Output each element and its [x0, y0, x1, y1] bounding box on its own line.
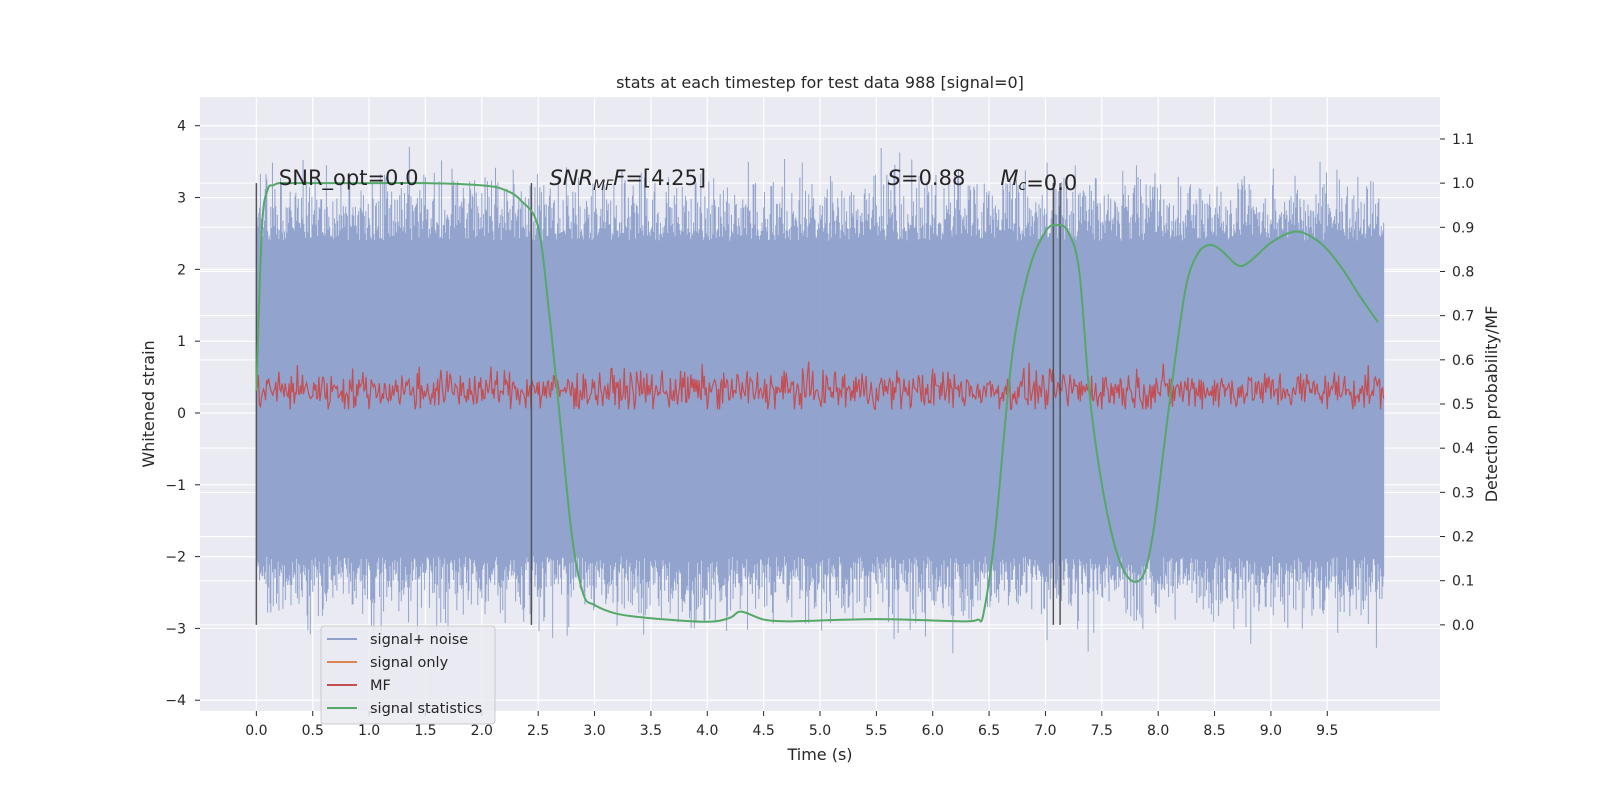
x-tick-label: 5.0: [809, 723, 831, 739]
x-tick-label: 7.5: [1091, 723, 1113, 739]
y-tick-label-right: 0.9: [1452, 220, 1474, 236]
x-tick-label: 9.5: [1316, 723, 1338, 739]
x-tick-label: 3.5: [640, 723, 662, 739]
x-tick-label: 8.0: [1147, 723, 1169, 739]
x-tick-label: 6.0: [922, 723, 944, 739]
x-tick-label: 8.5: [1203, 723, 1225, 739]
y-tick-label-right: 1.0: [1452, 176, 1474, 192]
mf-trace: [255, 361, 1385, 411]
y-tick-label-left: −4: [165, 693, 186, 709]
legend-label-signal-only: signal only: [370, 655, 449, 671]
x-tick-label: 2.5: [527, 723, 549, 739]
series-mf: [255, 361, 1385, 411]
y-tick-label-right: 0.2: [1452, 530, 1474, 546]
chart-title: stats at each timestep for test data 988…: [616, 73, 1024, 92]
y-tick-label-left: 3: [177, 191, 186, 207]
y-tick-label-right: 0.0: [1452, 618, 1474, 634]
x-tick-label: 1.0: [358, 723, 380, 739]
legend-label-mf: MF: [370, 678, 391, 694]
legend-label-signal-noise: signal+ noise: [370, 632, 468, 648]
vertical-lines: [255, 183, 1061, 625]
x-tick-label: 4.5: [753, 723, 775, 739]
x-tick-label: 7.0: [1034, 723, 1056, 739]
legend-box: [320, 625, 496, 725]
legend-label-signal-statistics: signal statistics: [370, 701, 482, 717]
annotation-0: SNR_opt=0.0: [279, 166, 419, 191]
x-tick-label: 9.0: [1260, 723, 1282, 739]
y-tick-label-left: 0: [177, 406, 186, 422]
y-tick-label-left: −2: [165, 550, 186, 566]
y-tick-label-right: 0.7: [1452, 309, 1474, 325]
y-tick-label-right: 0.1: [1452, 574, 1474, 590]
y-tick-label-left: 2: [177, 262, 186, 278]
y-tick-label-right: 0.3: [1452, 485, 1474, 501]
x-tick-label: 0.5: [302, 723, 324, 739]
y-tick-label-left: 4: [177, 119, 186, 135]
y-tick-label-left: −3: [165, 621, 186, 637]
x-tick-label: 3.0: [583, 723, 605, 739]
annotation-3: Mc=0.0: [1000, 166, 1077, 195]
annotation-1: SNRMFF=[4.25]: [549, 166, 706, 194]
annotations: SNR_opt=0.0 SNRMFF=[4.25] S=0.88 Mc=0.0: [279, 166, 1077, 195]
axes: 0.0 0.5 1.0 1.5 2.0 2.5 3.0 3.5 4.0 4.5 5.0 5.5 6.0 6…: [165, 119, 1474, 739]
y-tick-label-right: 0.8: [1452, 264, 1474, 280]
x-tick-label: 0.0: [245, 723, 267, 739]
y-tick-label-left: −1: [165, 478, 186, 494]
legend: signal+ noise signal only MF signal stat…: [320, 625, 496, 725]
series-signal-statistics: [255, 181, 1379, 623]
annotation-2: S=0.88: [888, 166, 966, 190]
x-axis-title: Time (s): [786, 745, 852, 764]
x-tick-label: 4.0: [696, 723, 718, 739]
y-tick-label-right: 1.1: [1452, 132, 1474, 148]
y-tick-label-right: 0.6: [1452, 353, 1474, 369]
y-axis-title-left: Whitened strain: [139, 340, 158, 467]
y-tick-label-left: 1: [177, 334, 186, 350]
y-tick-label-right: 0.4: [1452, 441, 1474, 457]
y-axis-title-right: Detection probability/MF: [1482, 306, 1501, 503]
signal-statistics-line: [255, 181, 1379, 623]
y-tick-label-right: 0.5: [1452, 397, 1474, 413]
x-tick-label: 1.5: [414, 723, 436, 739]
x-tick-label: 2.0: [471, 723, 493, 739]
x-tick-label: 6.5: [978, 723, 1000, 739]
x-tick-label: 5.5: [865, 723, 887, 739]
